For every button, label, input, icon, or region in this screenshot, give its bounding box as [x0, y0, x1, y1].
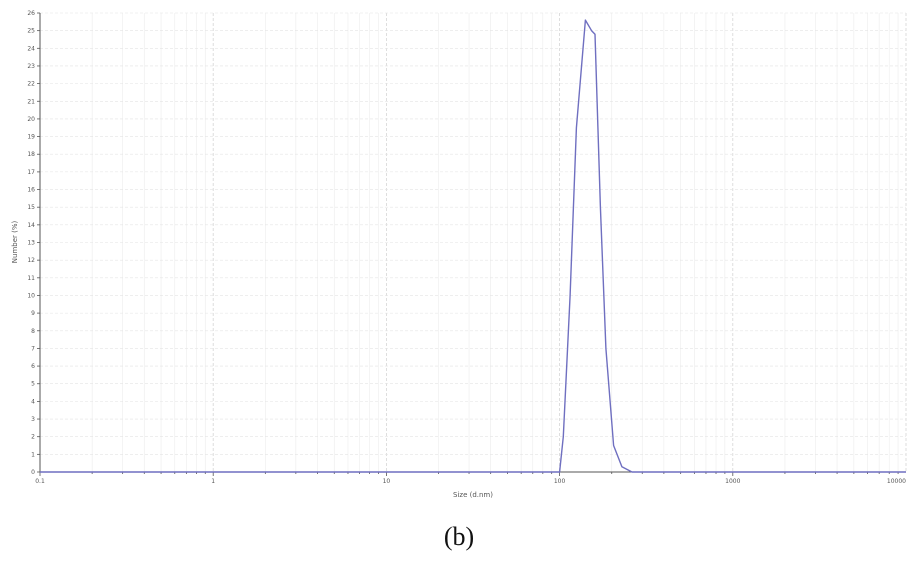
y-tick-label: 25 — [27, 28, 35, 35]
x-tick-label: 1 — [211, 478, 215, 485]
y-tick-label: 0 — [31, 469, 35, 476]
y-axis-label: Number (%) — [11, 221, 19, 264]
x-tick-label: 10 — [383, 478, 391, 485]
y-tick-label: 7 — [31, 345, 35, 352]
y-tick-label: 17 — [27, 169, 35, 176]
y-tick-label: 20 — [27, 116, 35, 123]
y-tick-label: 2 — [31, 434, 35, 441]
y-tick-label: 26 — [27, 10, 35, 17]
size-distribution-chart: 0123456789101112131415161718192021222324… — [11, 10, 907, 499]
panel-label: (b) — [443, 522, 475, 551]
y-tick-label: 16 — [27, 187, 35, 194]
x-tick-label: 100 — [554, 478, 566, 485]
y-tick-label: 10 — [27, 292, 35, 299]
y-tick-label: 19 — [27, 134, 35, 141]
y-tick-label: 23 — [27, 63, 35, 70]
x-tick-label: 0.1 — [35, 478, 45, 485]
x-tick-labels: 0.1 1 10 100 1000 10000 — [35, 478, 906, 485]
y-tick-label: 24 — [27, 45, 35, 52]
x-tick-label: 1000 — [725, 478, 740, 485]
y-tick-label: 4 — [31, 398, 35, 405]
y-tick-label: 9 — [31, 310, 35, 317]
y-tick-label: 3 — [31, 416, 35, 423]
y-tick-label: 13 — [27, 240, 35, 247]
y-tick-label: 18 — [27, 151, 35, 158]
series-layer — [40, 19, 906, 473]
y-tick-label: 6 — [31, 363, 35, 370]
y-tick-label: 21 — [27, 98, 35, 105]
y-tick-label: 8 — [31, 328, 35, 335]
y-tick-label: 22 — [27, 81, 35, 88]
y-tick-label: 5 — [31, 381, 35, 388]
y-tick-labels: 0123456789101112131415161718192021222324… — [27, 10, 35, 476]
grid-lines — [39, 12, 907, 473]
y-tick-label: 12 — [27, 257, 35, 264]
y-tick-label: 15 — [27, 204, 35, 211]
series-line — [40, 19, 906, 473]
x-tick-label: 10000 — [887, 478, 906, 485]
y-tick-label: 14 — [27, 222, 35, 229]
x-axis-label: Size (d.nm) — [453, 491, 493, 499]
y-tick-label: 1 — [31, 451, 35, 458]
y-tick-label: 11 — [27, 275, 35, 282]
